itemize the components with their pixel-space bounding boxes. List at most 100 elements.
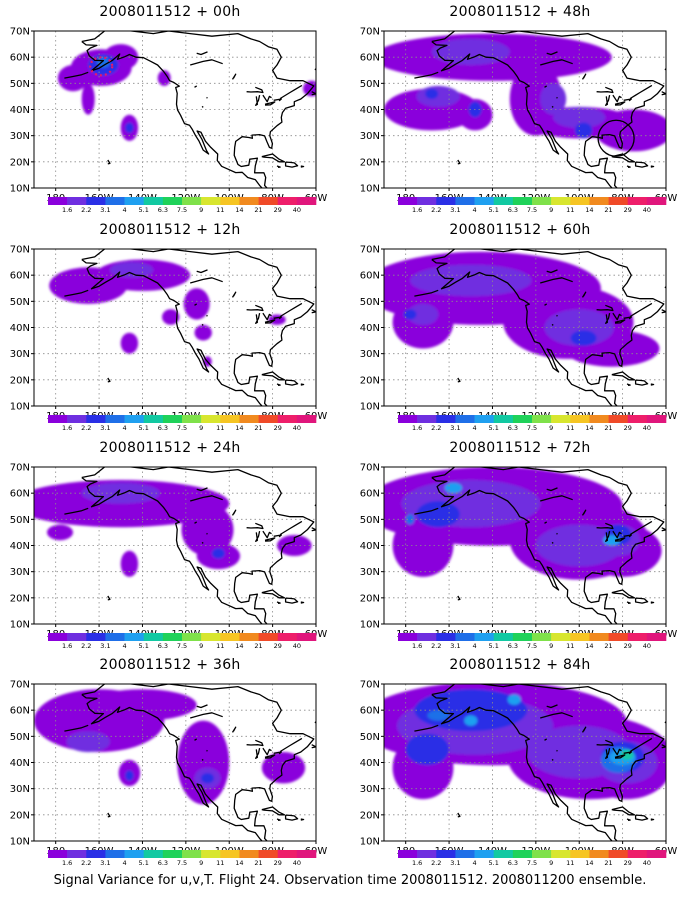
- colorbar-swatch: [296, 197, 317, 205]
- colorbar-swatch: [608, 633, 629, 641]
- lat-tick-label: 50N: [360, 297, 380, 308]
- lat-tick-label: 50N: [10, 297, 30, 308]
- lat-tick-label: 30N: [360, 784, 380, 795]
- coastline: [81, 31, 315, 188]
- colorbar-swatch: [239, 633, 259, 641]
- colorbar-swatch: [124, 850, 145, 858]
- variance-blob: [594, 109, 666, 152]
- coastline: [540, 712, 573, 719]
- coastline: [629, 302, 653, 318]
- coastline: [596, 86, 614, 94]
- lat-tick-label: 40N: [360, 541, 380, 552]
- figure-caption: Signal Variance for u,v,T. Flight 24. Ob…: [53, 873, 647, 888]
- colorbar-label: 5.1: [489, 642, 499, 650]
- variance-blob: [540, 83, 567, 115]
- colorbar-swatch: [67, 633, 87, 641]
- colorbar-label: 14: [585, 424, 593, 432]
- lat-tick-label: 30N: [10, 784, 30, 795]
- lat-tick-label: 70N: [360, 680, 380, 691]
- coastline-layer: [64, 249, 316, 406]
- coastline: [556, 314, 558, 317]
- coastline: [107, 377, 111, 383]
- colorbar-swatch: [277, 633, 298, 641]
- map-panel: 180160W140W120W100W80W60W70N60N50N40N30N…: [0, 657, 340, 867]
- coastline: [194, 303, 198, 306]
- coastline: [190, 495, 223, 502]
- coastline: [276, 818, 281, 821]
- coastline: [605, 312, 611, 324]
- colorbar-label: 2.2: [431, 206, 441, 214]
- colorbar-label: 29: [624, 424, 632, 432]
- colorbar-label: 2.2: [431, 424, 441, 432]
- variance-blob: [47, 524, 73, 541]
- lat-tick-label: 70N: [10, 27, 30, 38]
- colorbar-swatch: [627, 633, 648, 641]
- variance-blob: [57, 65, 89, 92]
- coastline: [544, 738, 548, 741]
- panel-title: 2008011512 + 84h: [449, 657, 591, 673]
- coastline: [261, 589, 286, 599]
- colorbar-label: 1.6: [62, 642, 72, 650]
- colorbar-label: 11: [566, 424, 574, 432]
- colorbar-label: 9: [549, 859, 553, 867]
- colorbar-label: 4: [122, 859, 126, 867]
- coastline: [246, 739, 264, 747]
- coastline: [664, 504, 666, 507]
- colorbar-label: 5.1: [139, 206, 149, 214]
- coastline: [246, 86, 264, 94]
- coastline: [629, 84, 653, 100]
- colorbar-swatch: [532, 197, 552, 205]
- coastline: [650, 383, 655, 386]
- colorbar-label: 2.2: [81, 859, 91, 867]
- colorbar-swatch: [105, 197, 125, 205]
- colorbar: 1.6 2.2 3.1 4 5.1 6.3 7.5 9 11 14 21 29 40: [48, 850, 317, 867]
- variance-blob: [261, 752, 306, 784]
- colorbar-swatch: [277, 850, 298, 858]
- coastline: [314, 286, 316, 289]
- lat-tick-label: 70N: [360, 245, 380, 256]
- lat-tick-label: 60N: [360, 489, 380, 500]
- variance-blob: [157, 70, 171, 86]
- colorbar-swatch: [512, 633, 533, 641]
- coastline: [650, 165, 655, 168]
- colorbar-label: 9: [549, 642, 553, 650]
- colorbar-label: 4: [472, 424, 476, 432]
- variance-blob: [444, 482, 463, 494]
- colorbar-swatch: [182, 633, 202, 641]
- colorbar-swatch: [182, 415, 202, 423]
- colorbar-label: 40: [293, 206, 301, 214]
- map-panel: 180160W140W120W100W80W60W70N60N50N40N30N…: [350, 657, 690, 867]
- coastline: [551, 323, 554, 326]
- coastline: [581, 73, 587, 80]
- lat-tick-label: 70N: [10, 463, 30, 474]
- colorbar-swatch: [627, 850, 648, 858]
- colorbar: 1.6 2.2 3.1 4 5.1 6.3 7.5 9 11 14 21 29 40: [398, 197, 667, 214]
- coastline: [314, 504, 316, 507]
- lat-tick-label: 20N: [360, 593, 380, 604]
- colorbar-label: 40: [293, 859, 301, 867]
- lat-tick-label: 70N: [360, 27, 380, 38]
- colorbar-label: 3.1: [100, 859, 110, 867]
- colorbar-swatch: [105, 633, 125, 641]
- colorbar-label: 21: [254, 642, 262, 650]
- colorbar-swatch: [436, 197, 456, 205]
- colorbar-swatch: [201, 197, 221, 205]
- colorbar-swatch: [493, 850, 514, 858]
- lat-tick-label: 40N: [10, 758, 30, 769]
- colorbar-swatch: [608, 415, 629, 423]
- colorbar-swatch: [239, 850, 259, 858]
- variance-blob: [425, 88, 439, 100]
- coastline: [64, 71, 89, 79]
- coastline: [650, 601, 655, 604]
- coastline: [551, 758, 554, 761]
- colorbar-label: 40: [643, 206, 651, 214]
- colorbar-swatch: [570, 415, 590, 423]
- variance-blob: [392, 514, 454, 577]
- colorbar-label: 1.6: [412, 642, 422, 650]
- variance-blob: [125, 770, 134, 781]
- colorbar-label: 21: [604, 206, 612, 214]
- coastline: [190, 59, 223, 66]
- coastline: [605, 747, 611, 759]
- coastline: [194, 521, 198, 524]
- coastline: [431, 249, 665, 406]
